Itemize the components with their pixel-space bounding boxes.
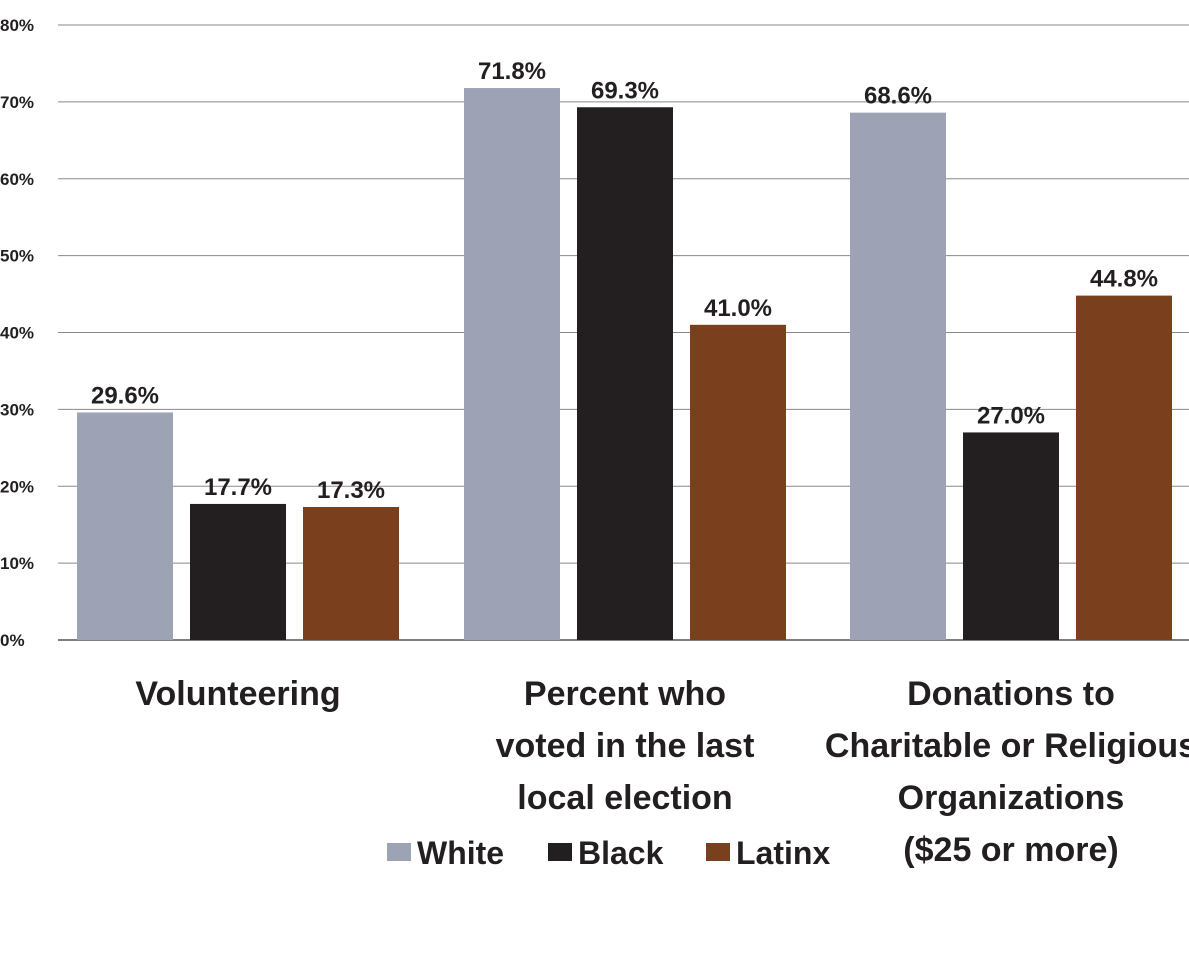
x-axis-category-labels: Volunteering Percent who voted in the last… xyxy=(135,675,1189,869)
category-label-2: local election xyxy=(517,779,732,817)
data-label-white-1: 29.6% xyxy=(91,382,159,409)
bars xyxy=(77,88,1172,641)
legend-label-black: Black xyxy=(578,835,664,871)
category-label-3: Organizations xyxy=(898,779,1125,817)
data-label-latinx-3: 44.8% xyxy=(1090,266,1158,293)
legend-label-white: White xyxy=(417,835,504,871)
category-label-3: Donations to xyxy=(907,675,1115,713)
bar-latinx-2 xyxy=(690,324,786,640)
y-tick-label: 0% xyxy=(0,631,25,650)
y-tick-label: 30% xyxy=(0,400,34,419)
bar-black-3 xyxy=(963,432,1059,640)
bar-white-3 xyxy=(850,112,946,640)
bar-latinx-1 xyxy=(303,507,399,640)
y-axis-tick-labels: 0% 10% 20% 30% 40% 50% 60% 70% 80% xyxy=(0,16,34,650)
bar-black-2 xyxy=(577,107,673,641)
y-tick-label: 60% xyxy=(0,170,34,189)
bar-black-1 xyxy=(190,503,286,640)
y-tick-label: 40% xyxy=(0,324,34,343)
legend: White Black Latinx xyxy=(387,835,830,871)
category-label-1: Volunteering xyxy=(135,675,340,713)
category-label-2: Percent who xyxy=(524,675,726,713)
y-tick-label: 70% xyxy=(0,93,34,112)
data-labels: 29.6% 71.8% 68.6% 17.7% 69.3% 27.0% 17.3% 41.0%… xyxy=(91,58,1158,504)
data-label-white-3: 68.6% xyxy=(864,83,932,110)
data-label-black-2: 69.3% xyxy=(591,77,659,104)
legend-label-latinx: Latinx xyxy=(736,835,830,871)
bar-white-2 xyxy=(464,88,560,641)
bar-white-1 xyxy=(77,412,173,640)
legend-swatch-latinx xyxy=(706,843,730,861)
legend-swatch-white xyxy=(387,843,411,861)
data-label-black-3: 27.0% xyxy=(977,402,1045,429)
category-label-3: ($25 or more) xyxy=(903,831,1118,869)
y-tick-label: 20% xyxy=(0,477,34,496)
category-label-2: voted in the last xyxy=(496,727,755,765)
data-label-latinx-2: 41.0% xyxy=(704,295,772,322)
data-label-latinx-1: 17.3% xyxy=(317,477,385,504)
category-label-3: Charitable or Religious xyxy=(825,727,1189,765)
legend-swatch-black xyxy=(548,843,572,861)
y-tick-label: 50% xyxy=(0,247,34,266)
data-label-white-2: 71.8% xyxy=(478,58,546,85)
y-tick-label: 10% xyxy=(0,554,34,573)
data-label-black-1: 17.7% xyxy=(204,474,272,501)
y-tick-label: 80% xyxy=(0,16,34,35)
bar-latinx-3 xyxy=(1076,295,1172,640)
